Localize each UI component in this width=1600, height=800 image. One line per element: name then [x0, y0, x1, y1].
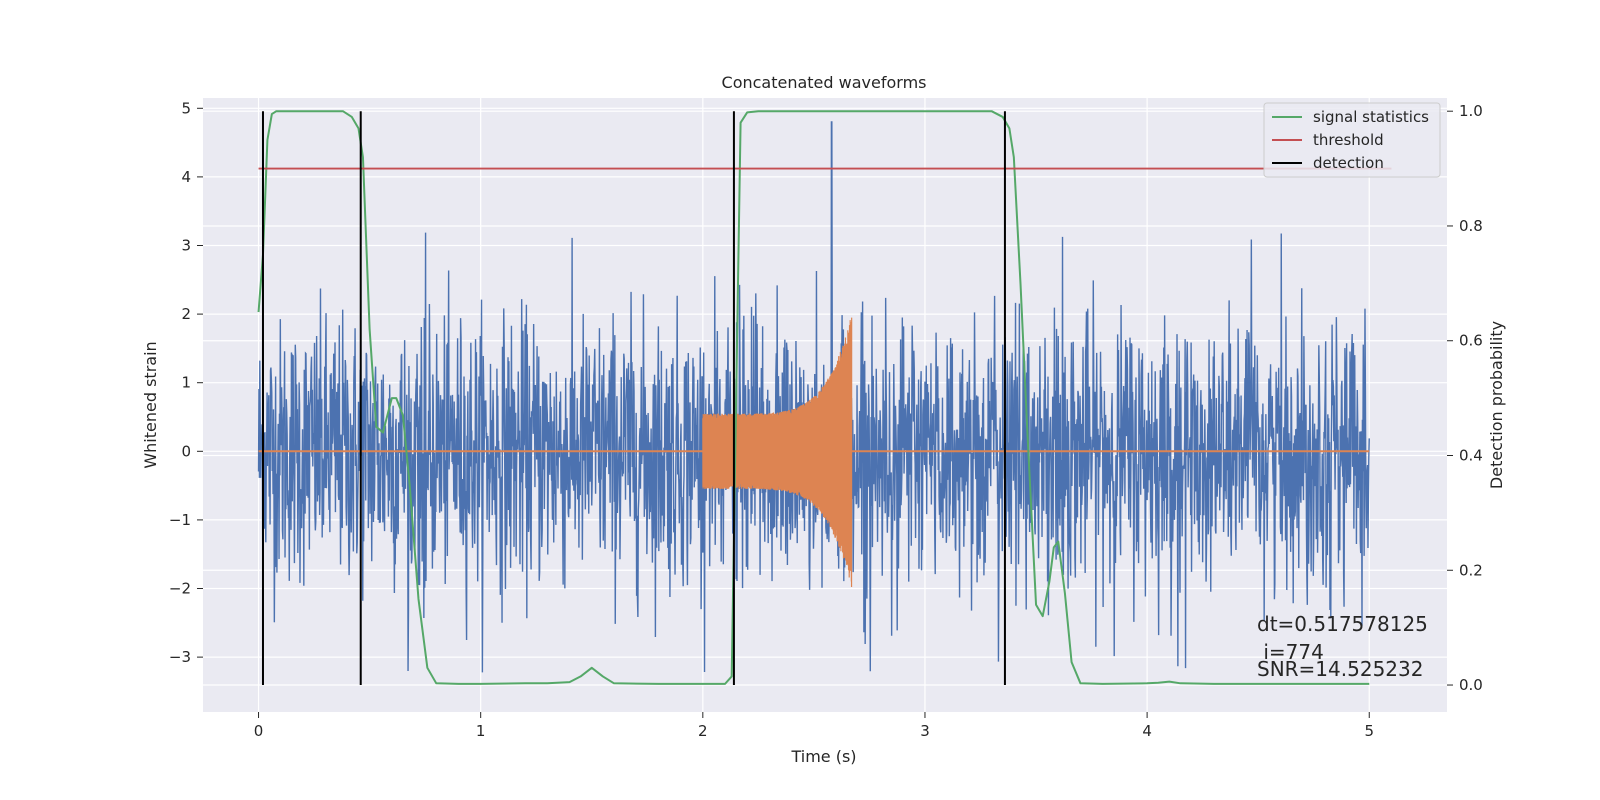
x-tick-label: 3 — [920, 722, 930, 740]
x-axis-label: Time (s) — [790, 747, 856, 766]
x-tick-label: 2 — [698, 722, 708, 740]
y-tick-label: −2 — [169, 580, 191, 598]
y-tick-label: 4 — [181, 168, 191, 186]
legend-label-threshold: threshold — [1313, 131, 1384, 149]
y2-tick-label: 0.6 — [1459, 332, 1483, 350]
template-chirp — [702, 317, 853, 588]
x-tick-label: 0 — [254, 722, 264, 740]
strain-line — [257, 121, 1370, 673]
chart-title: Concatenated waveforms — [722, 73, 927, 92]
y2-tick-label: 0.0 — [1459, 676, 1483, 694]
y2-tick-label: 0.8 — [1459, 217, 1483, 235]
legend: signal statistics threshold detection — [1263, 102, 1441, 178]
y-tick-label: −1 — [169, 511, 191, 529]
y2-axis-label: Detection probability — [1487, 321, 1506, 489]
y2-tick-label: 0.2 — [1459, 561, 1483, 579]
y-tick-label: −3 — [169, 648, 191, 666]
annotation-snr: SNR=14.525232 — [1257, 657, 1423, 681]
legend-box — [1263, 102, 1441, 178]
x-tick-label: 4 — [1142, 722, 1152, 740]
annotation-index: i=774 — [1257, 640, 1324, 664]
y-tick-label: 2 — [181, 305, 191, 323]
y2-tick-label: 0.4 — [1459, 446, 1483, 464]
detection-lines — [261, 111, 1006, 686]
x-tick-label: 1 — [476, 722, 486, 740]
y-tick-label: 3 — [181, 236, 191, 254]
x-tick-label: 5 — [1364, 722, 1374, 740]
annotation-dt: dt=0.517578125 — [1257, 612, 1428, 636]
legend-label-signal-statistics: signal statistics — [1313, 108, 1429, 126]
strain-series — [257, 121, 1370, 673]
y2-tick-label: 1.0 — [1459, 102, 1483, 120]
signal-statistics-line — [257, 110, 1370, 685]
signal-statistics-series — [257, 110, 1370, 685]
legend-label-detection: detection — [1313, 154, 1384, 172]
y-axis-label: Whitened strain — [141, 341, 160, 468]
axes: 0 1 2 3 4 5 5 4 3 2 1 0 −1 −2 −3 1.0 0.8 0.6 0.4 0.2 0.0 — [169, 99, 1483, 740]
template-series — [258, 317, 1370, 588]
y-tick-label: 5 — [181, 99, 191, 117]
y-tick-label: 1 — [181, 374, 191, 392]
y-tick-label: 0 — [181, 442, 191, 460]
